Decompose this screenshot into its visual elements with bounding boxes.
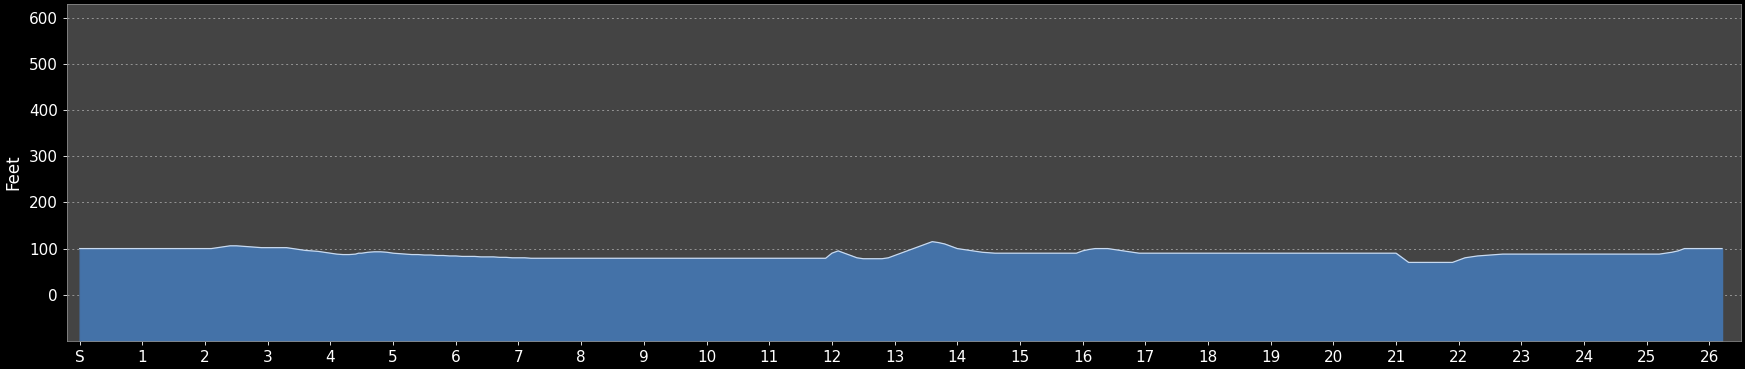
Y-axis label: Feet: Feet bbox=[3, 155, 23, 190]
